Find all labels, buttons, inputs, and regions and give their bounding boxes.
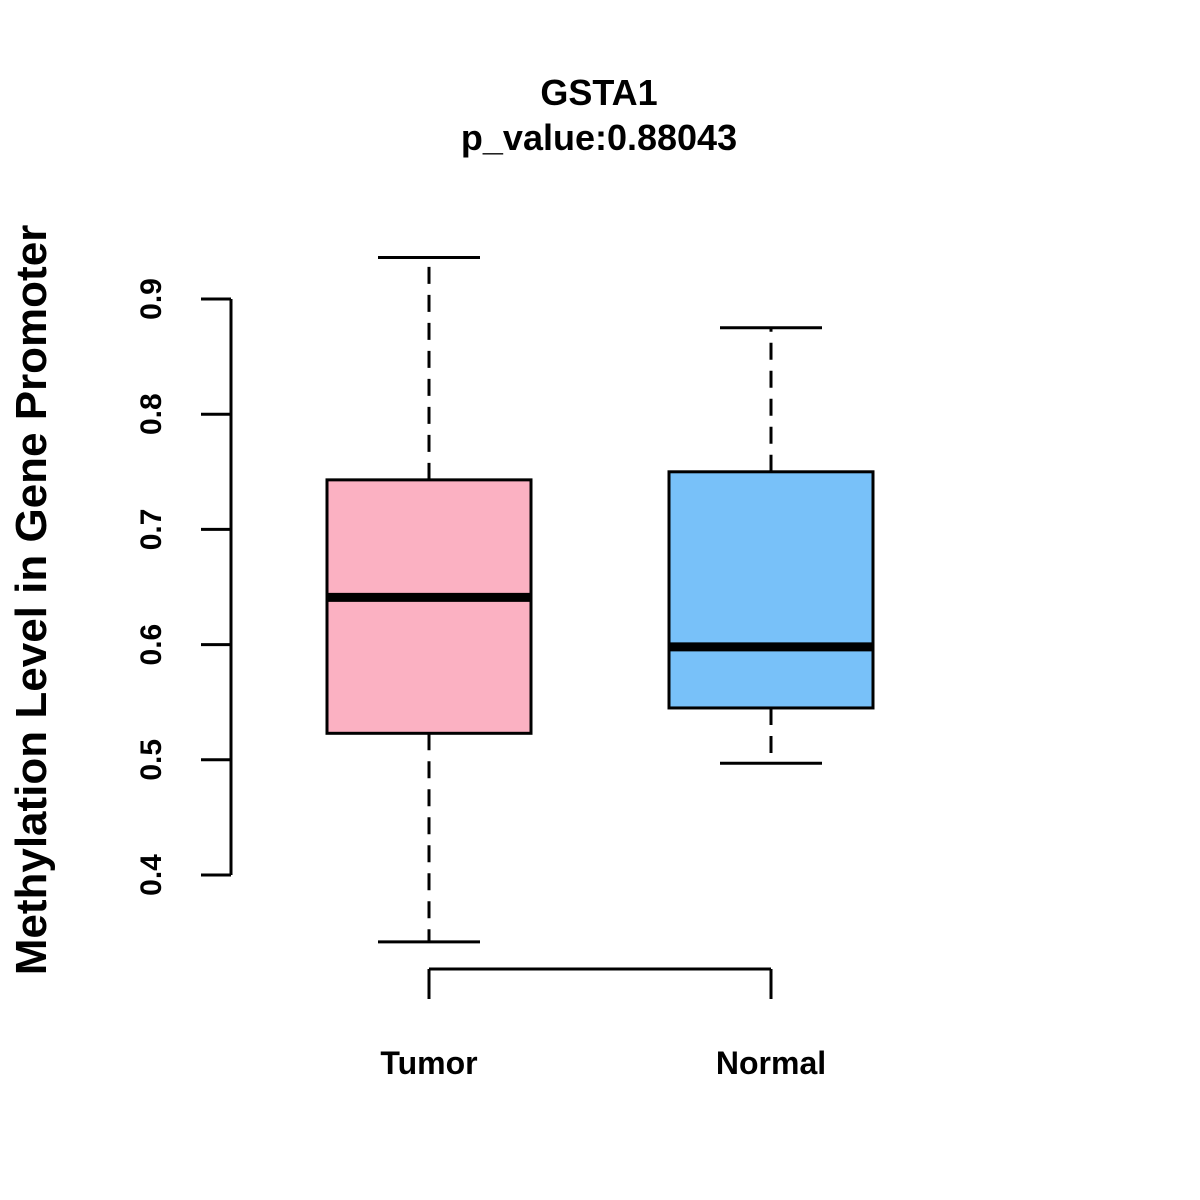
x-tick-label-normal: Normal [716, 1045, 826, 1081]
iqr-box-tumor [325, 478, 533, 735]
x-tick-label-tumor: Tumor [380, 1045, 477, 1081]
y-tick-label-2: 0.6 [135, 624, 168, 666]
y-tick-label-0: 0.4 [135, 854, 168, 896]
y-tick-label-4: 0.8 [135, 393, 168, 435]
box-group [325, 256, 875, 944]
y-axis: 0.4 0.5 0.6 0.7 0.8 0.9 [135, 278, 233, 896]
y-tick-label-5: 0.9 [135, 278, 168, 320]
box-normal [667, 326, 875, 765]
y-tick-label-3: 0.7 [135, 509, 168, 551]
y-axis-label: Methylation Level in Gene Promoter [7, 225, 56, 976]
chart-title: GSTA1 [540, 72, 657, 113]
x-axis: Tumor Normal [380, 967, 826, 1081]
y-tick-label-1: 0.5 [135, 739, 168, 781]
box-tumor [325, 256, 533, 944]
iqr-box-normal [667, 470, 875, 710]
chart-subtitle: p_value:0.88043 [461, 117, 737, 158]
